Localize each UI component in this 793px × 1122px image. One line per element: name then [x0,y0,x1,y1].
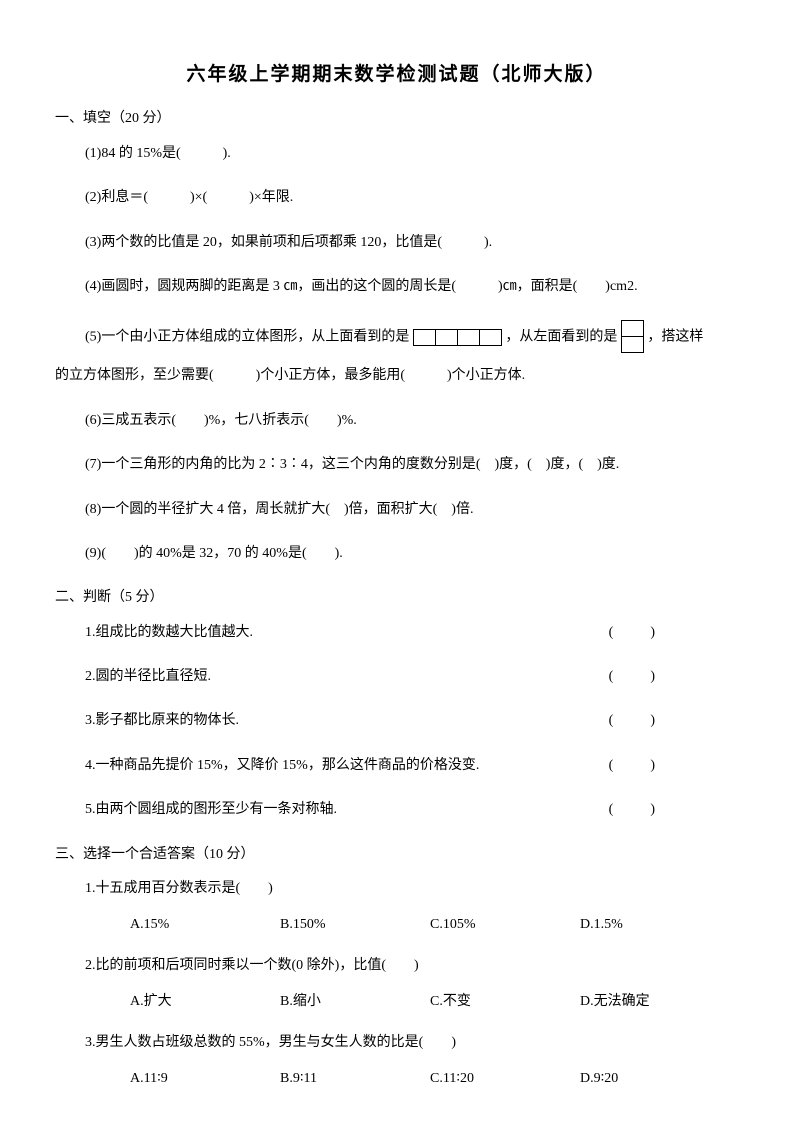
judge-5-text: 5.由两个圆组成的图形至少有一条对称轴. [85,799,337,821]
judge-5-paren: ( ) [609,799,658,821]
q1-5-text-b: ，从左面看到的是 [505,330,617,345]
choice-2: 2.比的前项和后项同时乘以一个数(0 除外)，比值( ) [85,955,738,977]
choice-1-a: A.15% [130,914,280,936]
choice-3-options: A.11∶9 B.9∶11 C.11∶20 D.9∶20 [130,1068,738,1090]
choice-3-d: D.9∶20 [580,1068,730,1090]
judge-2-text: 2.圆的半径比直径短. [85,666,211,688]
q1-5-cont: 的立方体图形，至少需要( )个小正方体，最多能用( )个小正方体. [55,365,738,387]
judge-1: 1.组成比的数越大比值越大. ( ) [85,622,738,644]
q1-2: (2)利息＝( )×( )×年限. [85,187,738,209]
page-title: 六年级上学期期末数学检测试题（北师大版） [55,60,738,90]
choice-2-options: A.扩大 B.缩小 C.不变 D.无法确定 [130,991,738,1013]
section1-header: 一、填空（20 分） [55,108,738,130]
judge-2-paren: ( ) [609,666,658,688]
q1-5-text-c: ，搭这样 [647,330,703,345]
q1-5: (5)一个由小正方体组成的立体图形，从上面看到的是 ，从左面看到的是 ，搭这样 [85,320,738,355]
side-view-diagram [621,320,644,353]
judge-4: 4.一种商品先提价 15%，又降价 15%，那么这件商品的价格没变. ( ) [85,755,738,777]
choice-1-c: C.105% [430,914,580,936]
choice-1-options: A.15% B.150% C.105% D.1.5% [130,914,738,936]
q1-6: (6)三成五表示( )%，七八折表示( )%. [85,410,738,432]
choice-3-b: B.9∶11 [280,1068,430,1090]
judge-3-text: 3.影子都比原来的物体长. [85,710,239,732]
choice-2-d: D.无法确定 [580,991,730,1013]
judge-1-paren: ( ) [609,622,658,644]
q1-4: (4)画圆时，圆规两脚的距离是 3 ㎝，画出的这个圆的周长是( )㎝，面积是( … [85,276,738,298]
judge-5: 5.由两个圆组成的图形至少有一条对称轴. ( ) [85,799,738,821]
q1-5-text-a: (5)一个由小正方体组成的立体图形，从上面看到的是 [85,330,409,345]
section2-header: 二、判断（5 分） [55,587,738,609]
choice-2-b: B.缩小 [280,991,430,1013]
section3-header: 三、选择一个合适答案（10 分） [55,844,738,866]
q1-1: (1)84 的 15%是( ). [85,143,738,165]
judge-2: 2.圆的半径比直径短. ( ) [85,666,738,688]
choice-1-b: B.150% [280,914,430,936]
choice-2-c: C.不变 [430,991,580,1013]
choice-1: 1.十五成用百分数表示是( ) [85,878,738,900]
top-view-diagram [413,329,502,346]
q1-8: (8)一个圆的半径扩大 4 倍，周长就扩大( )倍，面积扩大( )倍. [85,499,738,521]
q1-3: (3)两个数的比值是 20，如果前项和后项都乘 120，比值是( ). [85,232,738,254]
judge-3-paren: ( ) [609,710,658,732]
choice-1-d: D.1.5% [580,914,730,936]
judge-4-text: 4.一种商品先提价 15%，又降价 15%，那么这件商品的价格没变. [85,755,479,777]
judge-4-paren: ( ) [609,755,658,777]
q1-7: (7)一个三角形的内角的比为 2∶3∶4，这三个内角的度数分别是( )度，( )… [85,454,738,476]
choice-3-c: C.11∶20 [430,1068,580,1090]
choice-3-a: A.11∶9 [130,1068,280,1090]
choice-3: 3.男生人数占班级总数的 55%，男生与女生人数的比是( ) [85,1032,738,1054]
choice-2-a: A.扩大 [130,991,280,1013]
judge-3: 3.影子都比原来的物体长. ( ) [85,710,738,732]
q1-9: (9)( )的 40%是 32，70 的 40%是( ). [85,543,738,565]
judge-1-text: 1.组成比的数越大比值越大. [85,622,253,644]
